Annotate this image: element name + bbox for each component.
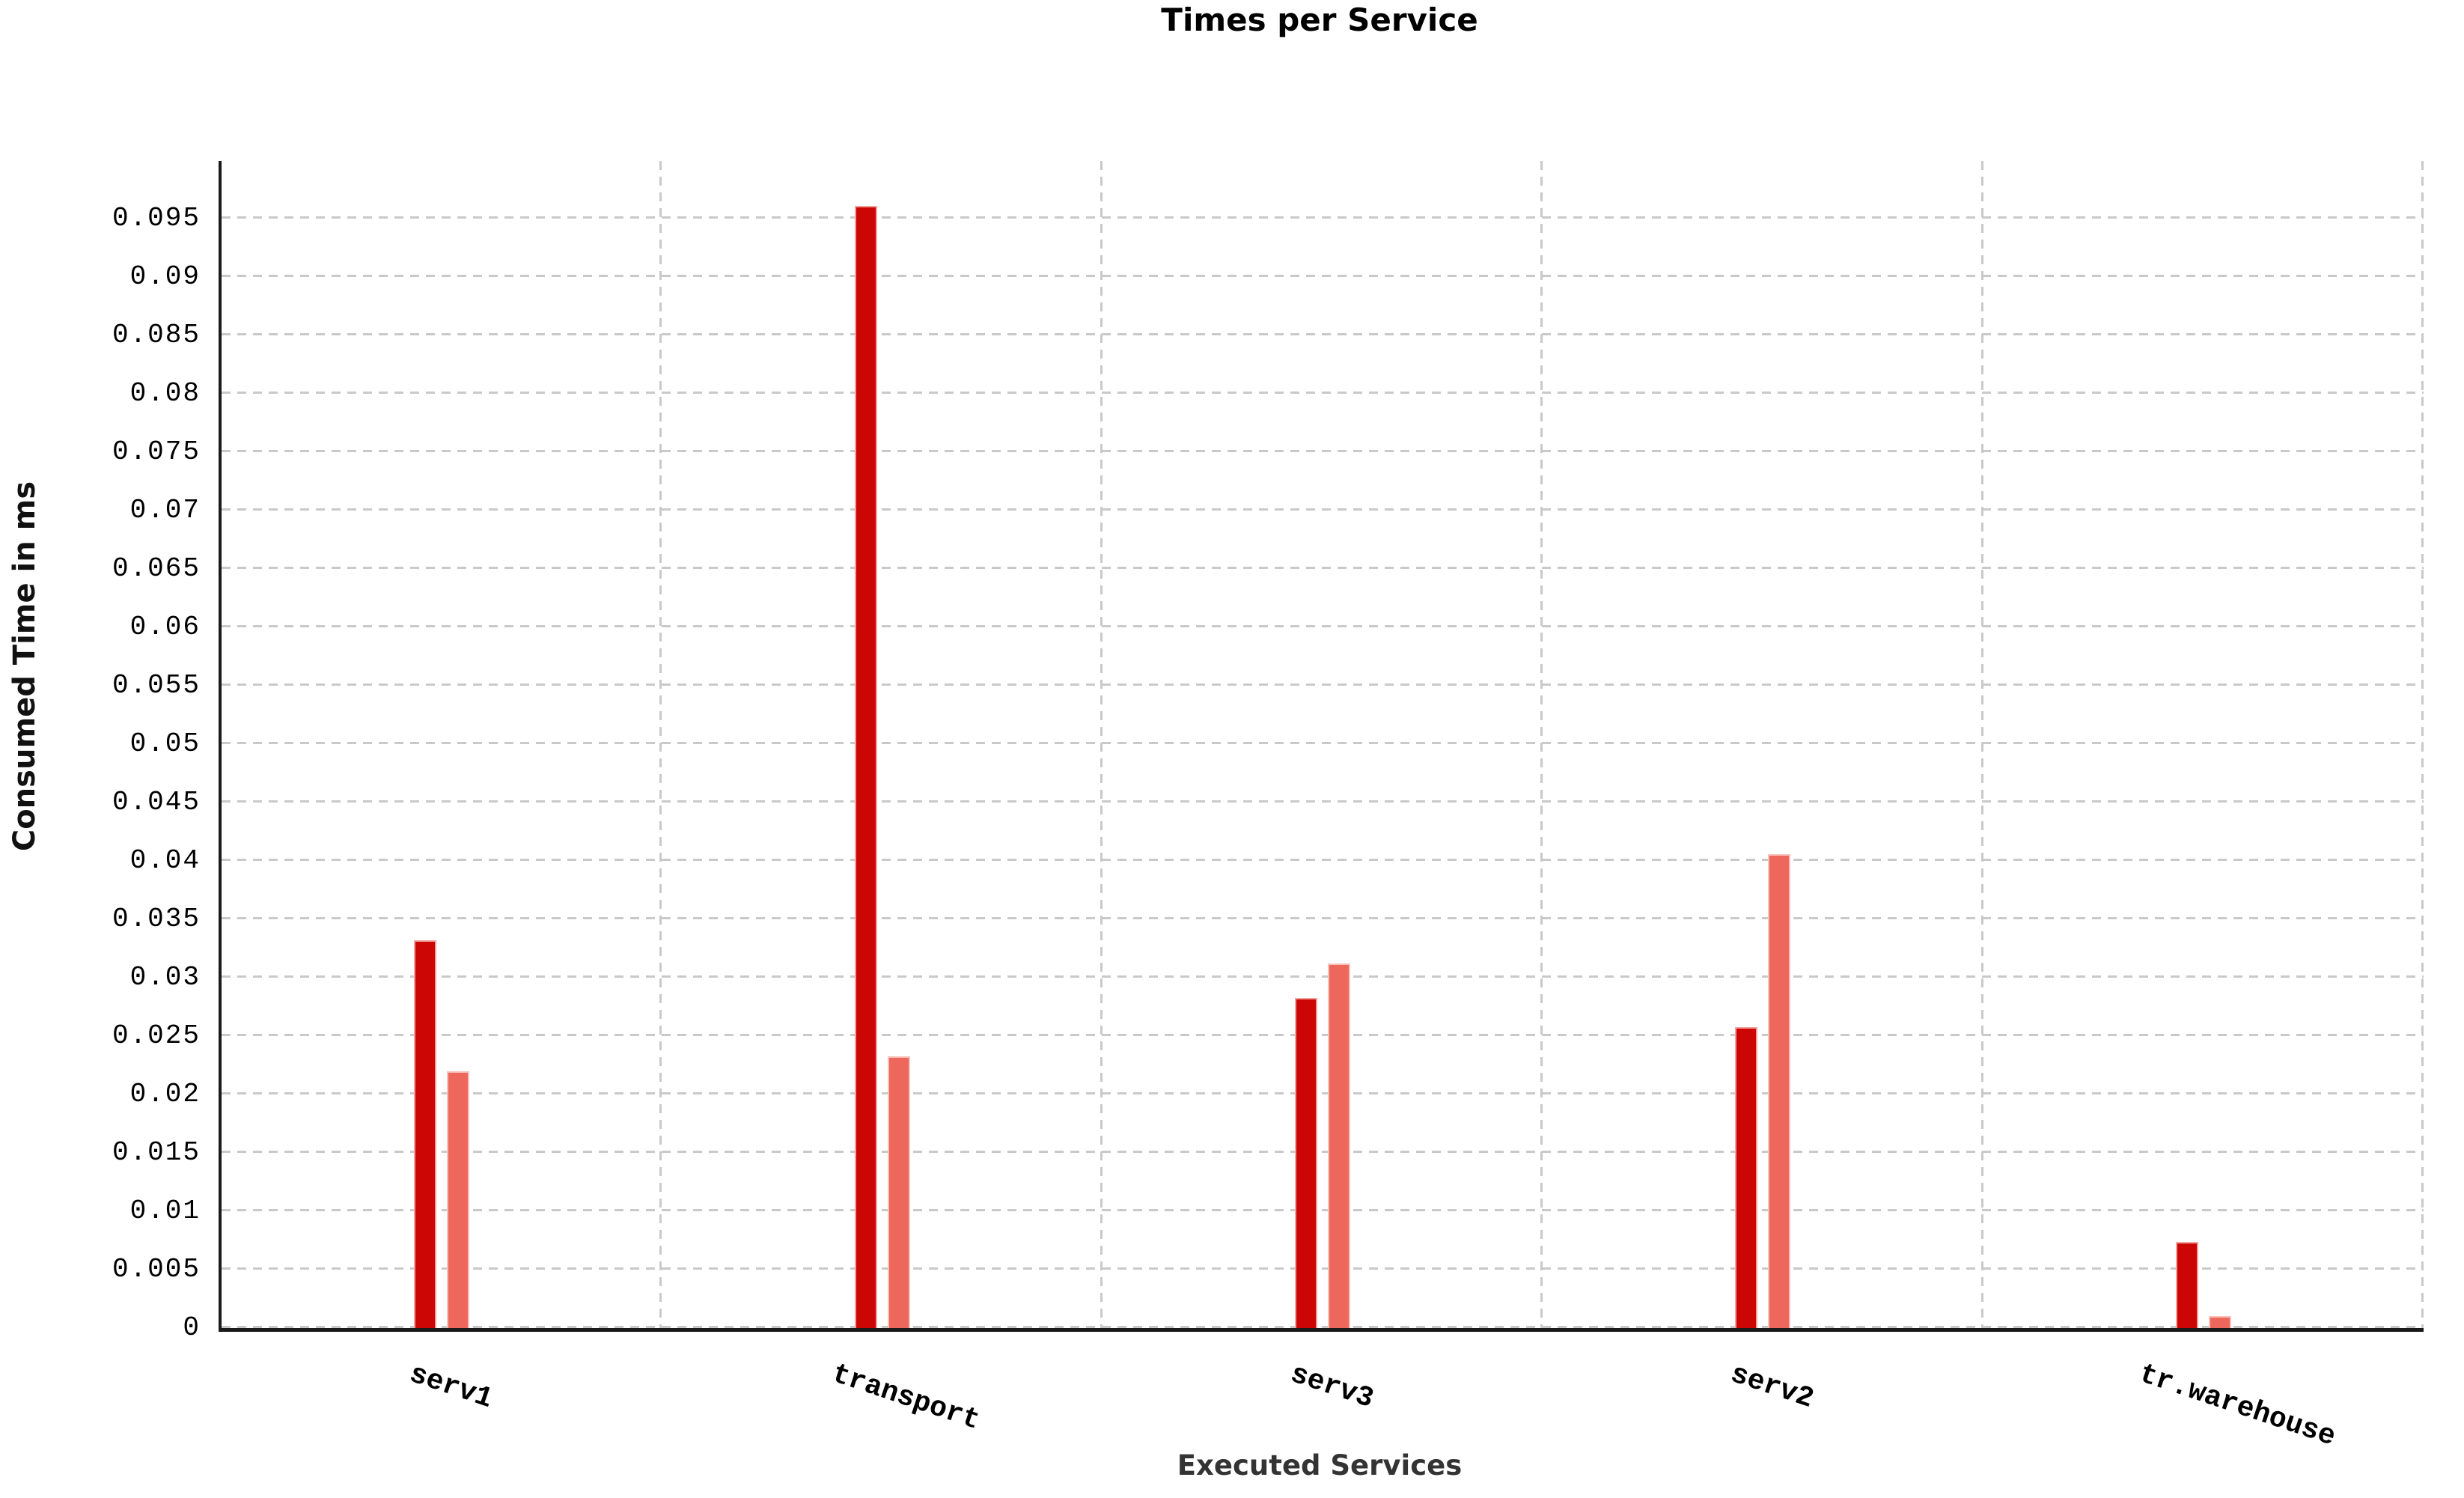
plot-area xyxy=(219,161,2424,1332)
bar-series2-serv3 xyxy=(1328,963,1350,1328)
h-gridline xyxy=(222,1092,2424,1094)
y-tick-label: 0.015 xyxy=(112,1137,201,1168)
h-gridline xyxy=(222,975,2424,978)
x-category-label: serv1 xyxy=(405,1358,497,1416)
y-tick-label: 0.09 xyxy=(129,261,201,292)
x-category-label: transport xyxy=(827,1358,984,1437)
h-gridline xyxy=(222,1267,2424,1270)
y-tick-label: 0.055 xyxy=(112,670,201,701)
h-gridline xyxy=(222,450,2424,452)
x-category-label: serv2 xyxy=(1726,1358,1818,1416)
chart-title: Times per Service xyxy=(1161,1,1478,38)
y-tick-label: 0.025 xyxy=(112,1020,201,1051)
h-gridline xyxy=(222,800,2424,803)
h-gridline xyxy=(222,1326,2424,1328)
h-gridline xyxy=(222,333,2424,335)
h-gridline xyxy=(222,742,2424,744)
y-tick-label: 0.02 xyxy=(129,1079,201,1109)
y-tick-label: 0.075 xyxy=(112,436,201,467)
y-tick-label: 0.005 xyxy=(112,1254,201,1285)
h-gridline xyxy=(222,917,2424,919)
y-tick-label: 0.05 xyxy=(129,728,201,759)
y-tick-label: 0.045 xyxy=(112,787,201,817)
y-tick-label: 0.035 xyxy=(112,904,201,934)
y-tick-label: 0.065 xyxy=(112,553,201,584)
h-gridline xyxy=(222,508,2424,511)
y-tick-label: 0.01 xyxy=(129,1196,201,1226)
x-axis-title: Executed Services xyxy=(1177,1449,1463,1482)
bar-series1-tr.warehouse xyxy=(2175,1242,2198,1328)
h-gridline xyxy=(222,567,2424,569)
bar-series2-serv1 xyxy=(447,1071,470,1328)
h-gridline xyxy=(222,1209,2424,1211)
y-tick-label: 0.07 xyxy=(129,495,201,526)
v-gridline xyxy=(659,161,662,1328)
bar-series2-transport xyxy=(887,1056,910,1328)
y-tick-label: 0.03 xyxy=(129,962,201,993)
v-gridline xyxy=(2421,161,2424,1328)
h-gridline xyxy=(222,625,2424,627)
y-tick-label: 0.085 xyxy=(112,320,201,350)
bar-series1-serv3 xyxy=(1295,998,1317,1328)
h-gridline xyxy=(222,1151,2424,1153)
h-gridline xyxy=(222,275,2424,277)
h-gridline xyxy=(222,216,2424,219)
y-tick-label: 0 xyxy=(183,1312,201,1343)
y-tick-label: 0.095 xyxy=(112,203,201,234)
bar-series1-serv2 xyxy=(1735,1027,1758,1328)
h-gridline xyxy=(222,392,2424,394)
bar-series2-serv2 xyxy=(1768,854,1791,1328)
bar-series1-serv1 xyxy=(414,940,437,1328)
bar-series2-tr.warehouse xyxy=(2208,1316,2231,1328)
y-tick-label: 0.08 xyxy=(129,378,201,409)
v-gridline xyxy=(1980,161,1983,1328)
y-tick-label: 0.06 xyxy=(129,612,201,642)
h-gridline xyxy=(222,683,2424,686)
h-gridline xyxy=(222,859,2424,861)
x-category-label: serv3 xyxy=(1286,1358,1378,1416)
y-tick-label: 0.04 xyxy=(129,845,201,876)
bar-series1-transport xyxy=(854,206,877,1328)
v-gridline xyxy=(1540,161,1543,1328)
h-gridline xyxy=(222,1034,2424,1036)
v-gridline xyxy=(1100,161,1103,1328)
x-category-label: tr.warehouse xyxy=(2135,1358,2340,1454)
